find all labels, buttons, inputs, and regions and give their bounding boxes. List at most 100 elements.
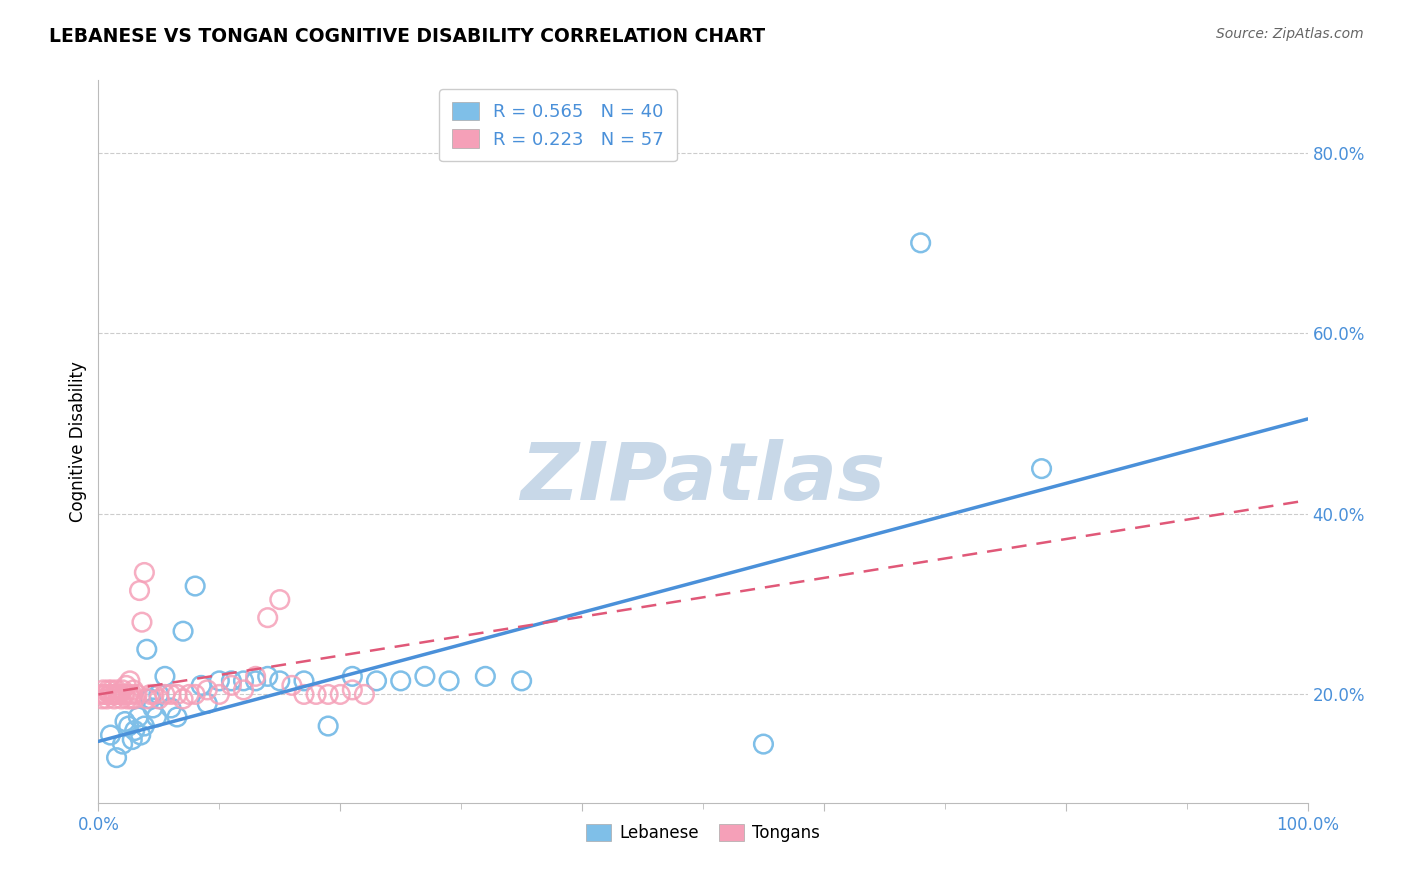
- Point: [120, 692, 142, 706]
- Point: [105, 682, 128, 697]
- Point: [153, 669, 176, 683]
- Text: LEBANESE VS TONGAN COGNITIVE DISABILITY CORRELATION CHART: LEBANESE VS TONGAN COGNITIVE DISABILITY …: [49, 27, 765, 45]
- Point: [94, 687, 117, 701]
- Point: [139, 692, 162, 706]
- Point: [128, 583, 150, 598]
- Point: [97, 682, 120, 697]
- Point: [103, 692, 125, 706]
- Point: [172, 692, 194, 706]
- Point: [114, 714, 136, 729]
- Point: [145, 710, 167, 724]
- Point: [134, 719, 156, 733]
- Point: [148, 692, 170, 706]
- Point: [111, 737, 134, 751]
- Point: [118, 673, 141, 688]
- Point: [111, 682, 134, 697]
- Point: [353, 687, 375, 701]
- Text: ZIPatlas: ZIPatlas: [520, 439, 886, 516]
- Point: [148, 687, 170, 701]
- Point: [366, 673, 388, 688]
- Point: [172, 624, 194, 639]
- Point: [269, 673, 291, 688]
- Point: [389, 673, 412, 688]
- Point: [160, 701, 183, 715]
- Point: [292, 687, 315, 701]
- Point: [232, 682, 254, 697]
- Point: [105, 750, 128, 764]
- Point: [221, 673, 243, 688]
- Point: [101, 687, 124, 701]
- Point: [112, 687, 135, 701]
- Point: [131, 615, 153, 630]
- Point: [127, 710, 149, 724]
- Point: [184, 579, 207, 593]
- Point: [121, 732, 143, 747]
- Point: [269, 592, 291, 607]
- Text: Source: ZipAtlas.com: Source: ZipAtlas.com: [1216, 27, 1364, 41]
- Point: [208, 673, 231, 688]
- Point: [166, 710, 188, 724]
- Point: [100, 682, 122, 697]
- Point: [124, 692, 146, 706]
- Point: [100, 728, 122, 742]
- Point: [256, 669, 278, 683]
- Point: [342, 669, 364, 683]
- Point: [153, 687, 176, 701]
- Point: [221, 678, 243, 692]
- Point: [316, 719, 339, 733]
- Point: [195, 682, 218, 697]
- Y-axis label: Cognitive Disability: Cognitive Disability: [69, 361, 87, 522]
- Point: [129, 728, 152, 742]
- Point: [437, 673, 460, 688]
- Point: [342, 682, 364, 697]
- Point: [160, 687, 183, 701]
- Point: [104, 687, 127, 701]
- Point: [184, 687, 207, 701]
- Point: [316, 687, 339, 701]
- Point: [752, 737, 775, 751]
- Point: [98, 687, 121, 701]
- Point: [118, 719, 141, 733]
- Point: [91, 692, 114, 706]
- Point: [166, 687, 188, 701]
- Point: [232, 673, 254, 688]
- Point: [108, 687, 131, 701]
- Point: [281, 678, 304, 692]
- Point: [107, 687, 129, 701]
- Point: [93, 687, 115, 701]
- Point: [110, 692, 132, 706]
- Point: [256, 610, 278, 624]
- Point: [305, 687, 328, 701]
- Point: [90, 687, 112, 701]
- Point: [1031, 461, 1053, 475]
- Point: [127, 687, 149, 701]
- Point: [135, 692, 157, 706]
- Point: [122, 682, 145, 697]
- Point: [510, 673, 533, 688]
- Point: [474, 669, 496, 683]
- Point: [135, 642, 157, 657]
- Point: [195, 697, 218, 711]
- Point: [124, 723, 146, 738]
- Point: [245, 669, 267, 683]
- Point: [96, 692, 118, 706]
- Point: [114, 687, 136, 701]
- Point: [143, 687, 166, 701]
- Point: [121, 687, 143, 701]
- Point: [179, 687, 201, 701]
- Point: [208, 687, 231, 701]
- Point: [100, 687, 122, 701]
- Point: [118, 687, 141, 701]
- Legend: Lebanese, Tongans: Lebanese, Tongans: [579, 817, 827, 848]
- Point: [245, 673, 267, 688]
- Point: [329, 687, 352, 701]
- Point: [292, 673, 315, 688]
- Point: [117, 692, 139, 706]
- Point: [190, 678, 212, 692]
- Point: [142, 701, 165, 715]
- Point: [91, 682, 114, 697]
- Point: [115, 678, 138, 692]
- Point: [413, 669, 436, 683]
- Point: [134, 566, 156, 580]
- Point: [108, 687, 131, 701]
